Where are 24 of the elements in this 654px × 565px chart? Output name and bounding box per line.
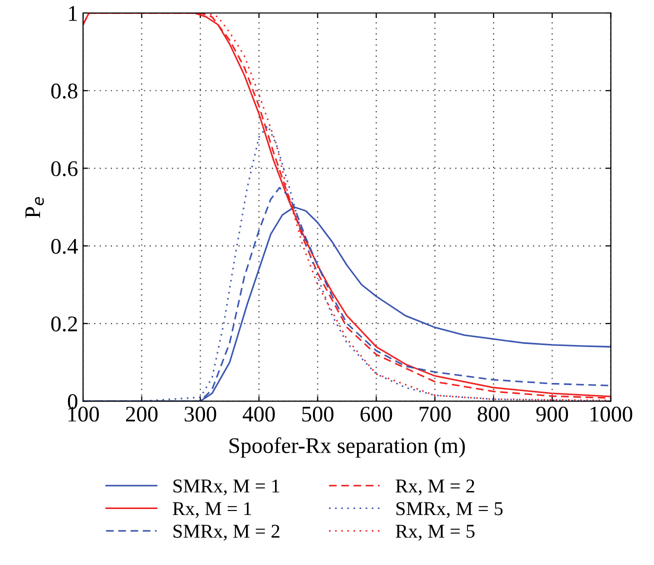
x-tick-label: 900 [536, 406, 568, 422]
y-tick-label: 0.4 [51, 238, 78, 254]
y-tick-label: 0 [68, 394, 78, 410]
y-axis-title: P$_{e}$ [25, 197, 44, 218]
x-tick-label: 700 [420, 406, 451, 422]
y-tick-label: 1 [69, 6, 77, 21]
legend-label: Rx, M = 5 [396, 524, 474, 541]
x-tick-label: 200 [126, 406, 158, 422]
legend-label: Rx, M = 2 [396, 480, 474, 496]
x-tick-label: 100 [68, 406, 99, 422]
x-tick-label: 300 [184, 406, 216, 422]
x-axis-title: Spoofer-Rx separation (m) [230, 437, 465, 458]
x-tick-label: 400 [242, 406, 275, 422]
legend-label: Rx, M = 1 [172, 502, 252, 518]
legend-label: SMRx, M = 2 [174, 524, 280, 541]
x-tick-label: 600 [360, 406, 392, 422]
x-tick-label: 800 [478, 406, 510, 422]
x-tick-label: 500 [302, 406, 334, 422]
legend-label: SMRx, M = 5 [396, 502, 503, 518]
y-tick-label: 0.2 [51, 316, 77, 332]
legend-label: SMRx, M = 1 [174, 480, 280, 496]
x-tick-label: 1000 [590, 406, 632, 422]
y-tick-label: 0.8 [51, 84, 78, 99]
y-tick-label: 0.6 [51, 161, 78, 176]
